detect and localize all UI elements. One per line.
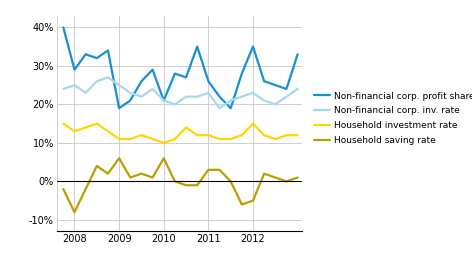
Non-financial corp. inv. rate: [139, 95, 144, 98]
Household investment rate: [228, 138, 234, 141]
Non-financial corp. profit share: [205, 80, 211, 83]
Non-financial corp. profit share: [127, 99, 133, 102]
Household investment rate: [60, 122, 66, 125]
Non-financial corp. profit share: [239, 72, 244, 75]
Non-financial corp. profit share: [183, 76, 189, 79]
Household investment rate: [205, 134, 211, 137]
Non-financial corp. inv. rate: [228, 99, 234, 102]
Household investment rate: [239, 134, 244, 137]
Non-financial corp. profit share: [139, 80, 144, 83]
Household saving rate: [183, 184, 189, 187]
Non-financial corp. profit share: [161, 99, 167, 102]
Household saving rate: [72, 211, 77, 214]
Non-financial corp. inv. rate: [116, 84, 122, 87]
Household investment rate: [172, 138, 178, 141]
Non-financial corp. profit share: [72, 68, 77, 71]
Household saving rate: [261, 172, 267, 175]
Household investment rate: [83, 126, 88, 129]
Household investment rate: [72, 130, 77, 133]
Non-financial corp. profit share: [172, 72, 178, 75]
Household saving rate: [127, 176, 133, 179]
Non-financial corp. inv. rate: [161, 99, 167, 102]
Non-financial corp. profit share: [194, 45, 200, 48]
Household saving rate: [105, 172, 111, 175]
Non-financial corp. profit share: [228, 107, 234, 110]
Household investment rate: [272, 138, 278, 141]
Non-financial corp. inv. rate: [295, 87, 301, 90]
Non-financial corp. profit share: [217, 95, 222, 98]
Non-financial corp. inv. rate: [60, 87, 66, 90]
Household investment rate: [217, 138, 222, 141]
Household investment rate: [116, 138, 122, 141]
Household saving rate: [239, 203, 244, 206]
Household investment rate: [94, 122, 100, 125]
Non-financial corp. inv. rate: [172, 103, 178, 106]
Non-financial corp. inv. rate: [261, 99, 267, 102]
Non-financial corp. inv. rate: [105, 76, 111, 79]
Non-financial corp. inv. rate: [127, 91, 133, 94]
Non-financial corp. inv. rate: [284, 95, 289, 98]
Line: Household investment rate: Household investment rate: [63, 124, 298, 143]
Line: Non-financial corp. inv. rate: Non-financial corp. inv. rate: [63, 77, 298, 108]
Legend: Non-financial corp. profit share, Non-financial corp. inv. rate, Household inves: Non-financial corp. profit share, Non-fi…: [314, 92, 472, 145]
Non-financial corp. profit share: [272, 84, 278, 87]
Household saving rate: [116, 157, 122, 160]
Non-financial corp. inv. rate: [239, 95, 244, 98]
Non-financial corp. inv. rate: [94, 80, 100, 83]
Non-financial corp. inv. rate: [205, 91, 211, 94]
Household saving rate: [284, 180, 289, 183]
Household investment rate: [161, 141, 167, 144]
Household investment rate: [250, 122, 256, 125]
Household investment rate: [150, 138, 155, 141]
Non-financial corp. inv. rate: [183, 95, 189, 98]
Household saving rate: [139, 172, 144, 175]
Household saving rate: [150, 176, 155, 179]
Non-financial corp. profit share: [295, 53, 301, 56]
Non-financial corp. profit share: [284, 87, 289, 90]
Household saving rate: [295, 176, 301, 179]
Non-financial corp. inv. rate: [194, 95, 200, 98]
Household saving rate: [228, 180, 234, 183]
Non-financial corp. profit share: [105, 49, 111, 52]
Non-financial corp. profit share: [60, 26, 66, 29]
Line: Household saving rate: Household saving rate: [63, 158, 298, 212]
Household saving rate: [161, 157, 167, 160]
Household saving rate: [250, 199, 256, 202]
Non-financial corp. inv. rate: [72, 84, 77, 87]
Household saving rate: [94, 164, 100, 168]
Household saving rate: [194, 184, 200, 187]
Household saving rate: [172, 180, 178, 183]
Non-financial corp. inv. rate: [150, 87, 155, 90]
Household investment rate: [105, 130, 111, 133]
Household investment rate: [127, 138, 133, 141]
Non-financial corp. profit share: [261, 80, 267, 83]
Household investment rate: [284, 134, 289, 137]
Non-financial corp. inv. rate: [250, 91, 256, 94]
Non-financial corp. profit share: [116, 107, 122, 110]
Household saving rate: [217, 168, 222, 171]
Non-financial corp. inv. rate: [217, 107, 222, 110]
Household investment rate: [139, 134, 144, 137]
Non-financial corp. profit share: [94, 57, 100, 60]
Household investment rate: [295, 134, 301, 137]
Household investment rate: [194, 134, 200, 137]
Non-financial corp. inv. rate: [83, 91, 88, 94]
Household investment rate: [183, 126, 189, 129]
Household saving rate: [83, 188, 88, 191]
Line: Non-financial corp. profit share: Non-financial corp. profit share: [63, 27, 298, 108]
Household saving rate: [205, 168, 211, 171]
Household saving rate: [60, 188, 66, 191]
Household investment rate: [261, 134, 267, 137]
Household saving rate: [272, 176, 278, 179]
Non-financial corp. inv. rate: [272, 103, 278, 106]
Non-financial corp. profit share: [83, 53, 88, 56]
Non-financial corp. profit share: [150, 68, 155, 71]
Non-financial corp. profit share: [250, 45, 256, 48]
